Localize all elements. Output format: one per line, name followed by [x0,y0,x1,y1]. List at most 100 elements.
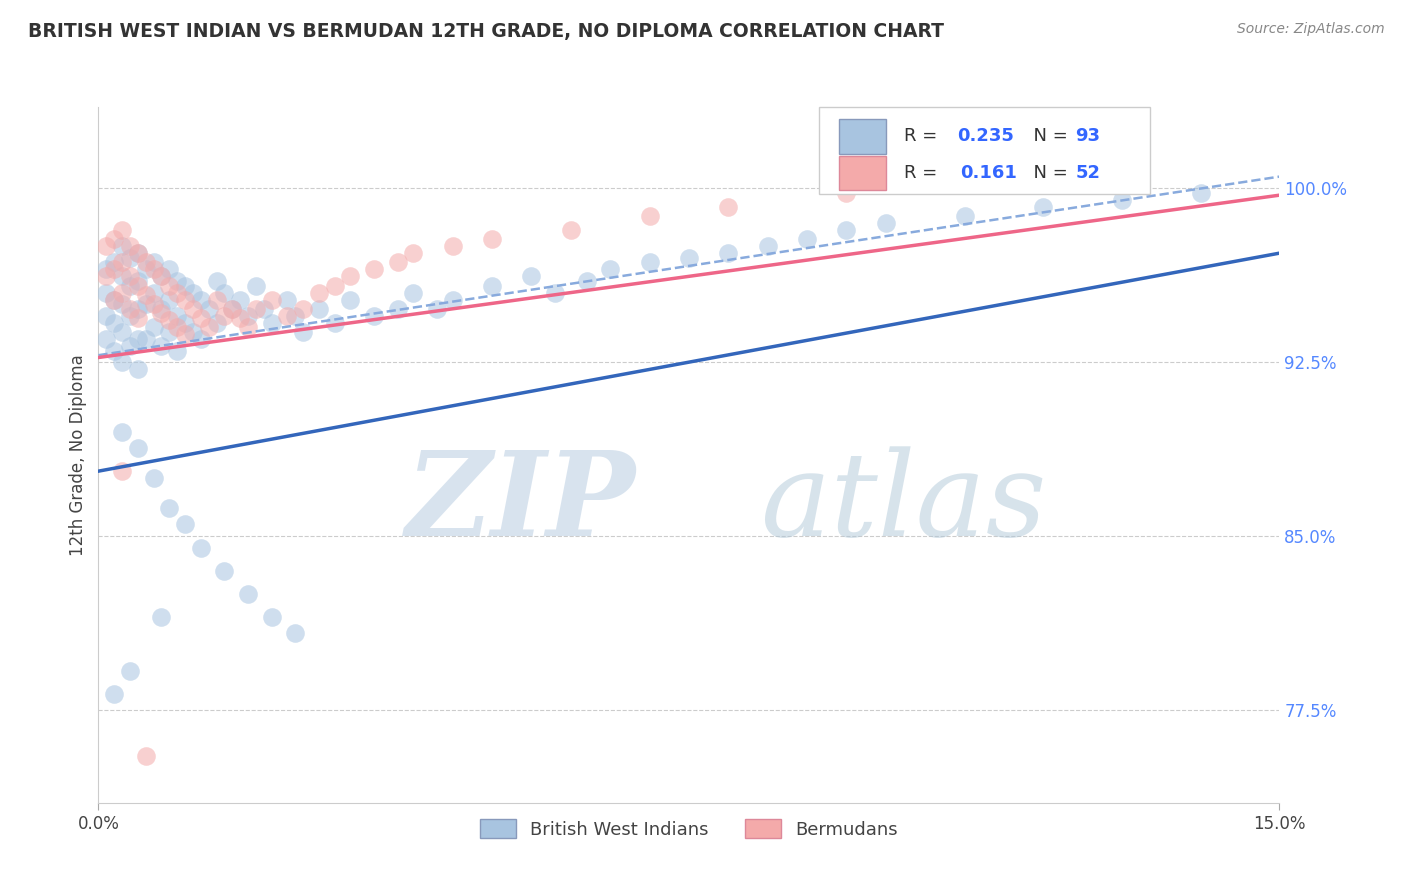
Point [363,262,385,277]
Point [111,464,134,478]
Point [96,309,118,323]
Point [174,517,197,532]
Point [127,246,149,260]
Point [205,274,228,288]
Point [544,285,567,300]
FancyBboxPatch shape [839,155,886,190]
Legend: British West Indians, Bermudans: British West Indians, Bermudans [472,812,905,846]
Point [229,293,252,307]
Point [197,320,219,334]
Point [166,320,188,334]
Point [127,274,149,288]
Point [221,301,243,316]
Point [678,251,700,265]
Point [150,269,173,284]
FancyBboxPatch shape [818,107,1150,194]
Point [118,278,141,293]
Text: R =: R = [904,128,943,145]
Text: ZIP: ZIP [406,446,636,561]
Point [118,664,141,678]
Point [205,316,228,330]
Point [118,239,141,253]
Point [190,293,212,307]
Point [796,232,818,246]
Point [118,301,141,316]
Point [284,309,307,323]
Point [135,255,157,269]
Point [166,309,188,323]
Point [181,301,204,316]
Point [103,232,125,246]
Point [174,316,197,330]
Point [96,332,118,346]
Point [236,320,259,334]
Point [103,293,125,307]
Point [323,278,346,293]
Point [308,301,330,316]
Point [127,311,149,326]
Point [150,306,173,320]
Point [103,316,125,330]
Text: BRITISH WEST INDIAN VS BERMUDAN 12TH GRADE, NO DIPLOMA CORRELATION CHART: BRITISH WEST INDIAN VS BERMUDAN 12TH GRA… [28,22,943,41]
Point [111,285,134,300]
Point [717,246,740,260]
Point [157,262,180,277]
Point [142,297,165,311]
Point [292,325,315,339]
Point [214,285,236,300]
Text: 0.235: 0.235 [957,128,1014,145]
Point [214,564,236,578]
Point [339,269,361,284]
Point [181,325,204,339]
Point [323,316,346,330]
Point [111,355,134,369]
Point [142,255,165,269]
Point [157,501,180,516]
Point [190,541,212,555]
Point [96,285,118,300]
Point [118,309,141,323]
FancyBboxPatch shape [839,119,886,153]
Point [402,285,425,300]
Point [284,626,307,640]
Point [150,301,173,316]
Point [599,262,621,277]
Point [174,293,197,307]
Point [190,311,212,326]
Point [953,209,976,223]
Point [142,262,165,277]
Point [135,297,157,311]
Point [166,285,188,300]
Point [426,301,449,316]
Y-axis label: 12th Grade, No Diploma: 12th Grade, No Diploma [69,354,87,556]
Point [103,255,125,269]
Point [127,278,149,293]
Point [111,223,134,237]
Point [276,293,298,307]
Point [260,610,283,624]
Point [150,339,173,353]
Point [142,471,165,485]
Point [118,339,141,353]
Point [245,301,267,316]
Point [142,285,165,300]
Point [166,274,188,288]
Text: 0.161: 0.161 [960,164,1018,182]
Point [481,278,503,293]
Point [260,316,283,330]
Point [236,309,259,323]
Point [118,269,141,284]
Point [181,285,204,300]
Point [127,246,149,260]
Point [157,278,180,293]
Point [111,255,134,269]
Point [308,285,330,300]
Point [127,301,149,316]
Point [387,301,409,316]
Text: Source: ZipAtlas.com: Source: ZipAtlas.com [1237,22,1385,37]
Point [214,309,236,323]
Point [135,332,157,346]
Point [135,749,157,764]
Text: atlas: atlas [759,446,1046,561]
Point [236,587,259,601]
